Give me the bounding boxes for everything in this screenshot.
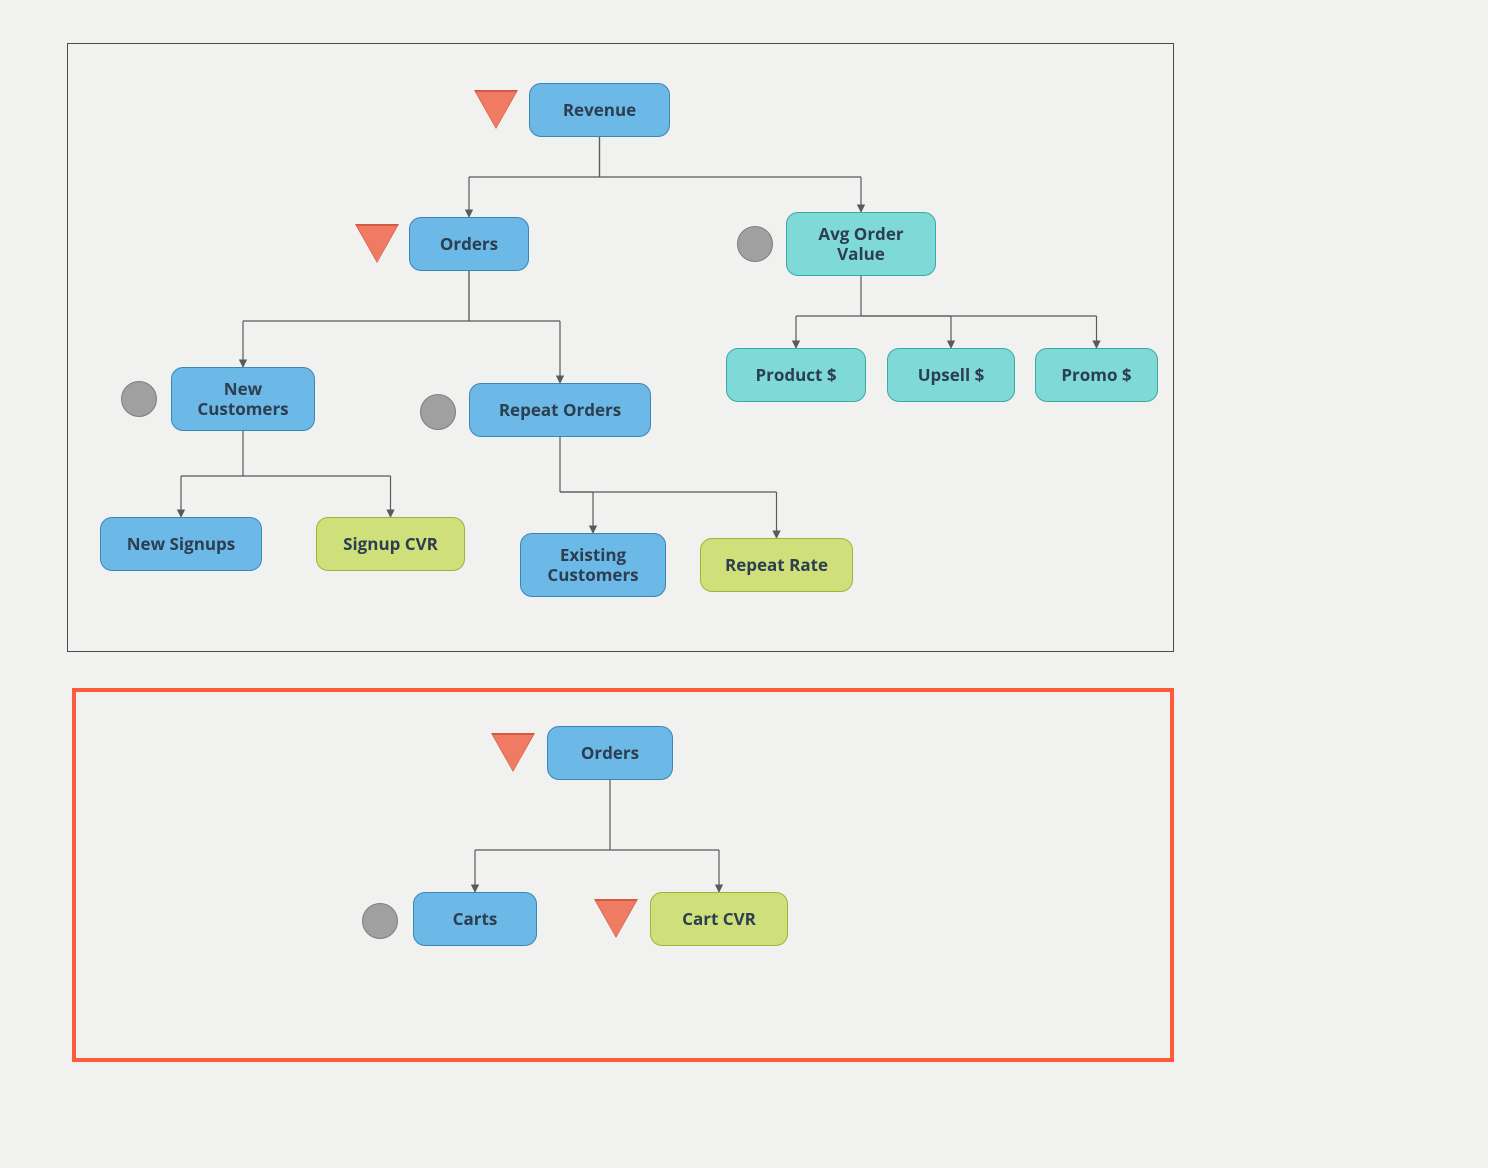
node-label: New Customers: [180, 379, 306, 420]
node-repeat-orders: Repeat Orders: [469, 383, 651, 437]
node-label: Existing Customers: [529, 545, 657, 586]
node-label: Cart CVR: [682, 909, 756, 929]
node-product: Product $: [726, 348, 866, 402]
node-signup-cvr: Signup CVR: [316, 517, 465, 571]
node-label: Signup CVR: [343, 534, 438, 554]
neutral-circle-icon: [362, 903, 398, 939]
node-cart-cvr: Cart CVR: [650, 892, 788, 946]
node-orders-detail: Orders: [547, 726, 673, 780]
node-upsell: Upsell $: [887, 348, 1015, 402]
node-label: Carts: [453, 909, 498, 929]
node-repeat-rate: Repeat Rate: [700, 538, 853, 592]
node-orders: Orders: [409, 217, 529, 271]
node-label: Orders: [581, 743, 639, 763]
down-triangle-icon: [476, 92, 516, 128]
down-triangle-icon: [357, 226, 397, 262]
node-promo: Promo $: [1035, 348, 1158, 402]
down-triangle-icon: [596, 901, 636, 937]
node-label: Avg Order Value: [795, 224, 927, 265]
node-label: Promo $: [1061, 365, 1131, 385]
node-new-customers: New Customers: [171, 367, 315, 431]
node-label: Repeat Rate: [725, 555, 828, 575]
node-label: Upsell $: [918, 365, 985, 385]
node-label: Product $: [755, 365, 836, 385]
neutral-circle-icon: [121, 381, 157, 417]
node-label: New Signups: [127, 534, 236, 554]
down-triangle-icon: [493, 735, 533, 771]
node-label: Orders: [440, 234, 498, 254]
diagram-canvas: Revenue Orders Avg Order Value New Custo…: [0, 0, 1488, 1168]
neutral-circle-icon: [737, 226, 773, 262]
neutral-circle-icon: [420, 394, 456, 430]
node-carts: Carts: [413, 892, 537, 946]
node-label: Revenue: [563, 100, 636, 120]
node-label: Repeat Orders: [499, 400, 621, 420]
node-existing-customers: Existing Customers: [520, 533, 666, 597]
node-avg-order-value: Avg Order Value: [786, 212, 936, 276]
node-revenue: Revenue: [529, 83, 670, 137]
node-new-signups: New Signups: [100, 517, 262, 571]
